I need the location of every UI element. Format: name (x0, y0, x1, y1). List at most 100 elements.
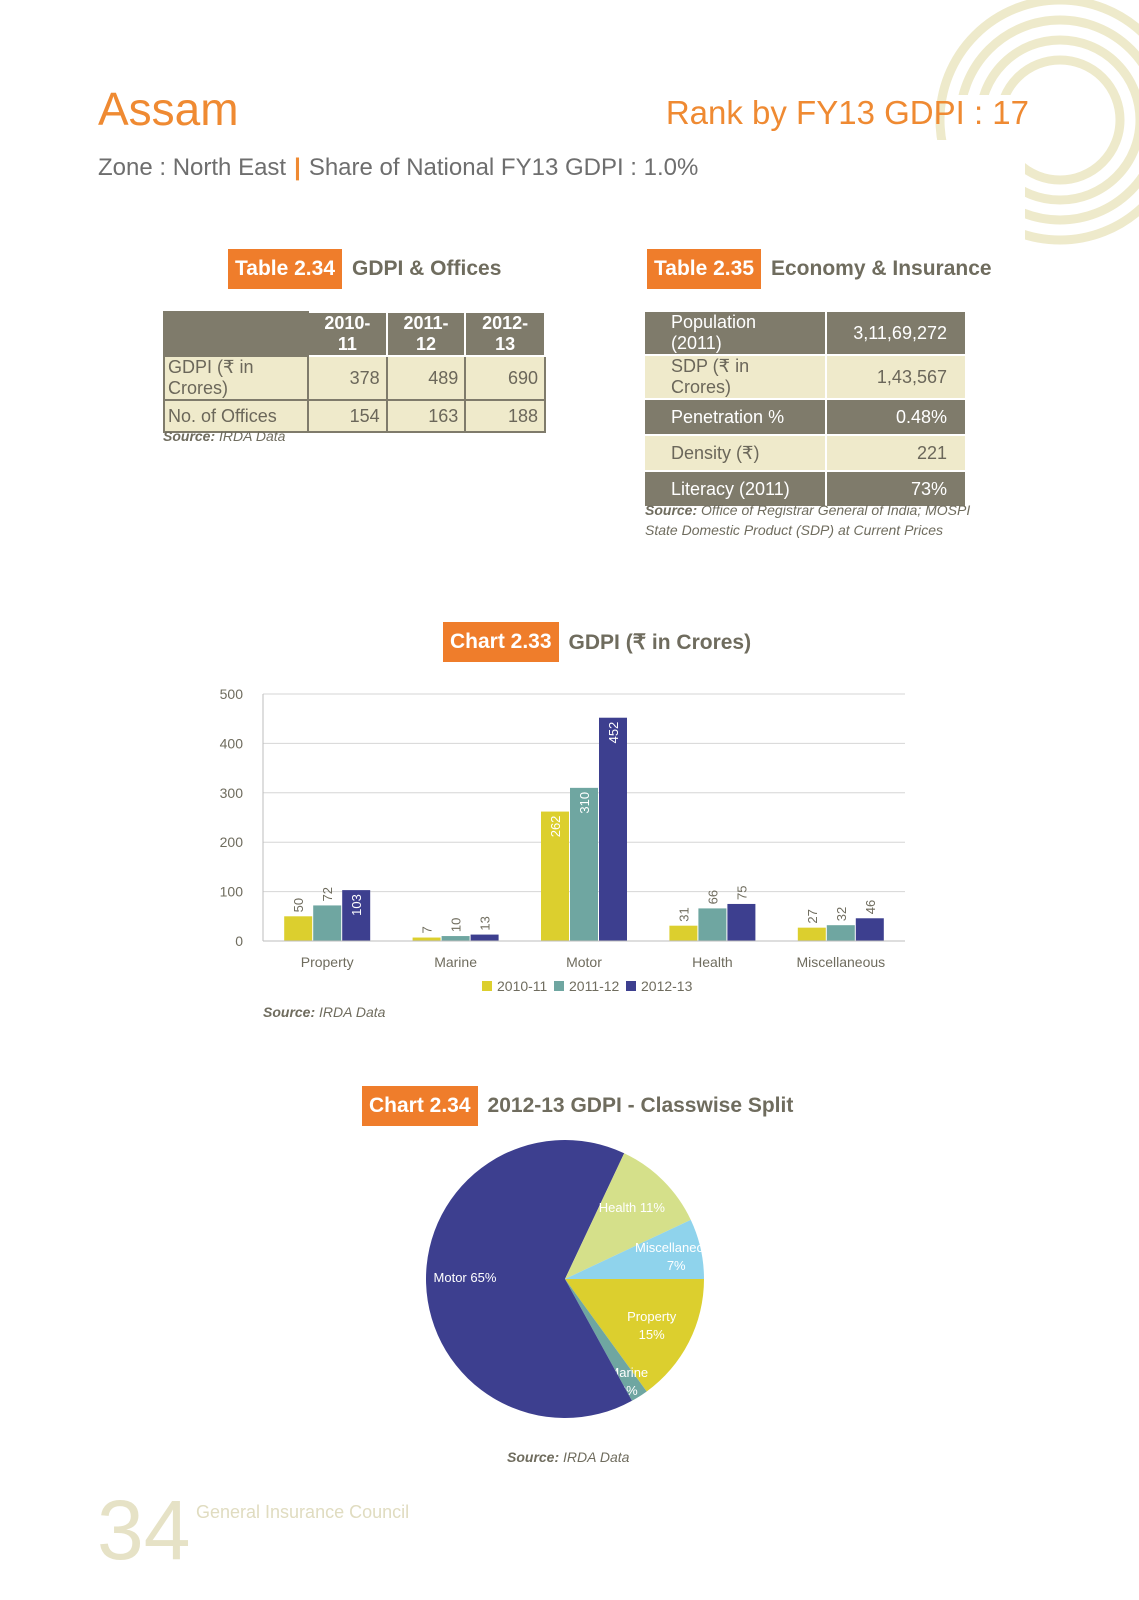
bar (855, 918, 884, 941)
table-row-label: Literacy (2011) (645, 471, 827, 508)
table-economy-caption: Table 2.35 Economy & Insurance (647, 249, 992, 289)
bar (470, 934, 499, 941)
bar-chart-caption: Chart 2.33 GDPI (₹ in Crores) (443, 622, 751, 662)
bar (599, 717, 627, 941)
bar-chart: 0 100 200 300 400 500 50 72 103 Property 7 10 13 Mari… (220, 686, 905, 994)
table-economy-tag: Table 2.35 (647, 249, 761, 289)
zone-separator: | (294, 154, 301, 181)
bar-value-label: 452 (606, 722, 621, 744)
table-row: GDPI (₹ in Crores) 378 489 690 (163, 355, 546, 401)
pie-chart-source: Source: IRDA Data (507, 1449, 629, 1465)
table-corner-cell (163, 311, 309, 357)
pie-slice-label: Property 15% (627, 1309, 677, 1342)
bar-value-label: 66 (705, 890, 720, 904)
bar-value-label: 13 (478, 916, 493, 930)
pie-slice-label: Miscellaneous 7% (635, 1240, 718, 1273)
bar-chart-title: GDPI (₹ in Crores) (568, 630, 752, 654)
source-note: State Domestic Product (SDP) at Current … (645, 522, 943, 538)
bar (541, 811, 569, 941)
pie-chart: Property 15%Marine 2%Motor 65%Health 11%Mi… (426, 1140, 718, 1418)
rank-label: Rank by FY13 GDPI : 17 (665, 94, 1029, 131)
table-gdpi-source: Source: IRDA Data (163, 428, 285, 444)
bar (441, 936, 470, 941)
y-tick-label: 300 (220, 785, 244, 801)
table-row-label: Population (2011) (645, 312, 827, 356)
table-cell: 3,11,69,272 (825, 312, 965, 356)
table-cell: 1,43,567 (825, 355, 965, 400)
bar-value-label: 75 (734, 885, 749, 899)
zone-line: Zone : North East | Share of National FY13… (98, 154, 698, 182)
table-cell: 154 (307, 399, 388, 433)
table-row: Population (2011) 3,11,69,272 (645, 312, 965, 356)
legend-swatch (482, 981, 492, 991)
page-number: 34 (97, 1483, 191, 1577)
table-header-cell: 2011-12 (385, 311, 467, 357)
table-row-label: No. of Offices (163, 399, 309, 433)
source-text: IRDA Data (219, 428, 286, 444)
y-tick-label: 0 (235, 933, 243, 949)
bar-chart-source: Source: IRDA Data (263, 1004, 385, 1020)
table-row-label: GDPI (₹ in Crores) (163, 355, 309, 401)
table-header-row: 2010-11 2011-12 2012-13 (163, 311, 546, 357)
bar-value-label: 103 (349, 894, 364, 916)
bar (313, 905, 342, 941)
table-gdpi-caption: Table 2.34 GDPI & Offices (228, 249, 501, 289)
x-tick-label: Property (301, 954, 354, 970)
table-economy-title: Economy & Insurance (771, 257, 992, 280)
share-text: Share of National FY13 GDPI : 1.0% (308, 154, 699, 181)
legend-label: 2012-13 (641, 978, 693, 994)
bar-value-label: 27 (805, 909, 820, 923)
table-cell: 188 (464, 399, 546, 433)
bar-value-label: 50 (291, 898, 306, 912)
bar (797, 927, 826, 941)
pie-slice (426, 1140, 632, 1418)
x-tick-label: Marine (434, 954, 477, 970)
table-economy-source: Source: Office of Registrar General of I… (645, 500, 970, 540)
pie-slice-label: Health 11% (599, 1200, 666, 1215)
x-tick-label: Health (692, 954, 732, 970)
pie-slice (565, 1153, 691, 1279)
bar-value-label: 31 (676, 907, 691, 921)
table-row: Penetration % 0.48% (645, 399, 965, 436)
table-header-cell: 2010-11 (307, 311, 388, 357)
table-gdpi: 2010-11 2011-12 2012-13 GDPI (₹ in Crore… (163, 311, 546, 433)
bar (342, 890, 371, 941)
source-text: IRDA Data (319, 1004, 386, 1020)
table-cell: 690 (464, 355, 546, 401)
table-economy: Population (2011) 3,11,69,272 SDP (₹ in … (645, 312, 965, 508)
bar-chart-tag: Chart 2.33 (443, 622, 559, 662)
source-label: Source: (645, 502, 698, 518)
table-cell: 378 (307, 355, 388, 401)
bar-value-label: 10 (449, 918, 464, 932)
legend-label: 2010-11 (497, 978, 548, 994)
bar (727, 903, 756, 941)
table-row-label: Density (₹) (645, 435, 827, 472)
pie-slice (565, 1219, 704, 1279)
y-tick-label: 100 (220, 884, 244, 900)
bar-value-label: 262 (548, 816, 563, 838)
table-row-label: SDP (₹ in Crores) (645, 355, 827, 400)
bar (412, 937, 441, 941)
decorative-arcs (900, 0, 1139, 260)
source-label: Source: (507, 1449, 560, 1465)
pie-slice (565, 1279, 647, 1401)
pie-slice-label: Motor 65% (434, 1270, 497, 1285)
y-tick-label: 500 (220, 686, 244, 702)
table-header-cell: 2012-13 (464, 311, 546, 357)
source-label: Source: (163, 428, 216, 444)
table-cell: 0.48% (825, 399, 965, 436)
bar-value-label: 32 (834, 907, 849, 921)
source-label: Source: (263, 1004, 316, 1020)
pie-chart-tag: Chart 2.34 (362, 1086, 478, 1126)
table-row: Density (₹) 221 (645, 435, 965, 472)
pie-chart-caption: Chart 2.34 2012-13 GDPI - Classwise Spli… (362, 1086, 793, 1126)
bar (570, 787, 598, 941)
legend-swatch (626, 981, 636, 991)
state-title: Assam (98, 83, 239, 135)
bar (826, 925, 855, 941)
bar-value-label: 72 (320, 887, 335, 901)
y-tick-label: 200 (220, 834, 244, 850)
bar (669, 925, 698, 941)
table-gdpi-tag: Table 2.34 (228, 249, 342, 289)
legend-label: 2011-12 (569, 978, 620, 994)
